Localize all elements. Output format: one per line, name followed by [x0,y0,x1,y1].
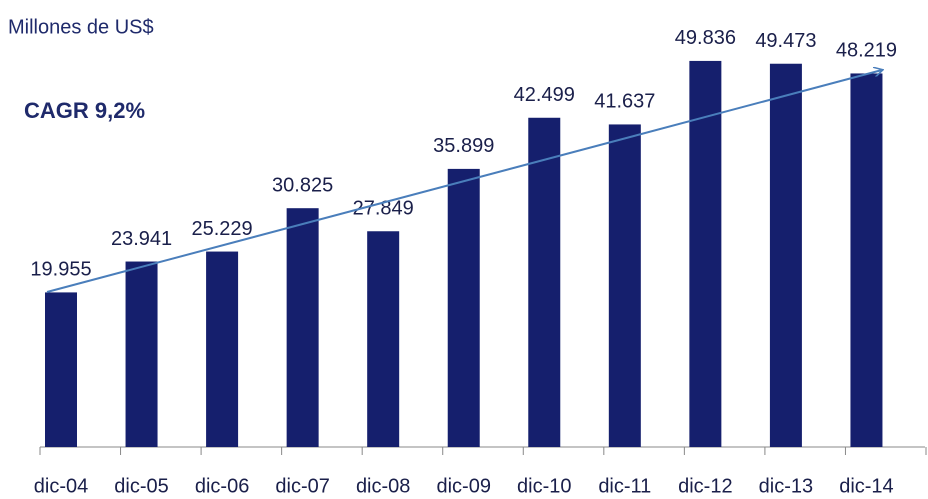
data-label: 49.836 [675,27,736,49]
x-tick-label: dic-11 [598,475,651,497]
x-tick-label: dic-13 [759,475,813,497]
trend-arrow [46,70,882,293]
bar [125,261,158,447]
bar [689,60,722,447]
x-tick-label: dic-14 [839,475,893,497]
bar [528,117,561,447]
bar [45,292,77,447]
bar [850,73,883,447]
x-tick-label: dic-10 [517,475,571,497]
data-label: 30.825 [272,174,333,196]
annotation: CAGR 9,2% [24,98,145,123]
x-tick-label: dic-06 [195,475,249,497]
data-label: 19.955 [30,259,91,281]
data-label: 35.899 [433,135,494,157]
x-tick-label: dic-09 [436,475,490,497]
data-label: 23.941 [111,228,172,250]
data-label: 49.473 [755,30,816,52]
bar [367,231,400,447]
bar [286,208,319,447]
bar [447,168,480,447]
x-tick-label: dic-08 [356,475,410,497]
x-tick-label: dic-04 [34,475,88,497]
data-label: 25.229 [192,218,253,240]
x-tick-label: dic-07 [275,475,329,497]
bar [608,124,641,448]
subtitle: Millones de US$ [8,16,154,38]
data-label: 48.219 [836,40,897,62]
bar [769,63,802,447]
data-label: 41.637 [594,91,655,113]
data-label: 42.499 [514,84,575,106]
x-tick-label: dic-05 [114,475,168,497]
x-tick-label: dic-12 [678,475,732,497]
data-label: 27.849 [353,198,414,220]
bar [206,251,239,447]
plot: dic-04 19.955 dic-05 23.941 dic-06 25.229 dic-… [30,27,927,497]
